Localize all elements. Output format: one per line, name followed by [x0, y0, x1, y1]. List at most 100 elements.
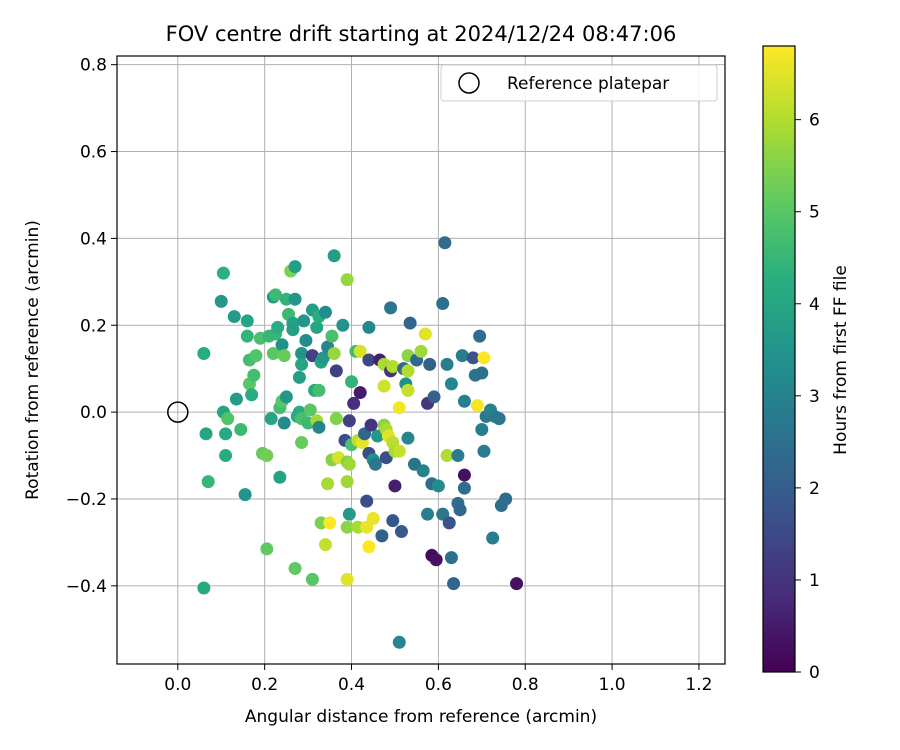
colorbar-tick-label: 4	[809, 295, 820, 315]
scatter-point	[312, 420, 326, 434]
scatter-point	[453, 503, 467, 517]
legend-box	[440, 64, 718, 102]
scatter-point	[197, 581, 211, 595]
scatter-point	[347, 396, 361, 410]
scatter-point	[240, 329, 254, 343]
scatter-point	[275, 338, 289, 352]
scatter-point	[288, 292, 302, 306]
scatter-point	[295, 436, 309, 450]
y-tick-label: 0.8	[80, 56, 107, 76]
scatter-point	[362, 353, 376, 367]
scatter-point	[392, 635, 406, 649]
scatter-point	[345, 375, 359, 389]
colorbar-tick-label: 0	[809, 663, 820, 683]
colorbar-tick-label: 3	[809, 387, 820, 407]
scatter-point	[438, 236, 452, 250]
scatter-point	[444, 551, 458, 565]
scatter-point	[340, 520, 354, 534]
scatter-point	[297, 314, 311, 328]
scatter-point	[401, 431, 415, 445]
y-tick-label: 0.2	[80, 316, 107, 336]
scatter-point	[394, 525, 408, 539]
scatter-point	[260, 542, 274, 556]
scatter-point	[340, 273, 354, 287]
scatter-point	[414, 344, 428, 358]
scatter-point	[329, 412, 343, 426]
scatter-point	[325, 329, 339, 343]
scatter-point	[429, 553, 443, 567]
colorbar-label: Hours from first FF file	[831, 265, 851, 455]
x-tick-label: 0.4	[338, 675, 365, 695]
scatter-point	[214, 294, 228, 308]
scatter-point	[510, 577, 524, 591]
scatter-point	[368, 457, 382, 471]
colorbar-ticks: 0 1 2 3 4 5 6	[795, 111, 820, 683]
scatter-points	[197, 236, 524, 649]
scatter-point	[216, 266, 230, 280]
scatter-point	[340, 475, 354, 489]
x-axis-ticks: 0.0 0.2 0.4 0.6 0.8 1.0 1.2	[164, 664, 712, 695]
scatter-point	[295, 346, 309, 360]
scatter-point	[353, 386, 367, 400]
scatter-point	[279, 390, 293, 404]
scatter-point	[271, 320, 285, 334]
scatter-point	[401, 383, 415, 397]
scatter-point	[423, 357, 437, 371]
scatter-point	[336, 318, 350, 332]
scatter-point	[316, 351, 330, 365]
scatter-point	[431, 479, 445, 493]
scatter-point	[310, 320, 324, 334]
scatter-point	[457, 394, 471, 408]
scatter-point	[234, 422, 248, 436]
x-tick-label: 1.0	[599, 675, 626, 695]
scatter-point	[288, 561, 302, 575]
y-tick-label: 0.6	[80, 143, 107, 163]
colorbar-tick-label: 5	[809, 203, 820, 223]
scatter-point	[440, 449, 454, 463]
scatter-point	[219, 449, 233, 463]
y-tick-label: −0.2	[66, 490, 107, 510]
scatter-point	[388, 479, 402, 493]
scatter-point	[427, 390, 441, 404]
scatter-point	[273, 470, 287, 484]
scatter-point	[295, 357, 309, 371]
scatter-point	[327, 249, 341, 263]
scatter-point	[470, 399, 484, 413]
scatter-point	[421, 507, 435, 521]
scatter-point	[305, 572, 319, 586]
scatter-point	[442, 516, 456, 530]
scatter-point	[362, 320, 376, 334]
scatter-point	[329, 364, 343, 378]
scatter-point	[366, 512, 380, 526]
scatter-point	[403, 316, 417, 330]
y-tick-label: 0.0	[80, 403, 107, 423]
scatter-point	[377, 379, 391, 393]
scatter-point	[240, 314, 254, 328]
scatter-point	[197, 346, 211, 360]
scatter-point	[264, 412, 278, 426]
y-tick-label: 0.4	[80, 229, 107, 249]
scatter-point	[269, 288, 283, 302]
scatter-point	[340, 572, 354, 586]
scatter-point	[362, 540, 376, 554]
scatter-point	[245, 388, 259, 402]
y-axis-ticks: −0.4 −0.2 0.0 0.2 0.4 0.6 0.8	[66, 56, 117, 597]
scatter-point	[327, 346, 341, 360]
plot-frame	[116, 55, 726, 665]
scatter-point	[353, 344, 367, 358]
scatter-point	[342, 457, 356, 471]
y-axis-label: Rotation from reference (arcmin)	[23, 220, 43, 500]
scatter-point	[249, 349, 263, 363]
scatter-point	[477, 351, 491, 365]
legend-entry-label: Reference platepar	[507, 74, 669, 94]
colorbar-tick-label: 2	[809, 479, 820, 499]
scatter-point	[292, 370, 306, 384]
scatter-point	[312, 383, 326, 397]
scatter-point	[247, 368, 261, 382]
scatter-point	[384, 301, 398, 315]
scatter-point	[392, 401, 406, 415]
scatter-point	[229, 392, 243, 406]
scatter-point	[457, 481, 471, 495]
scatter-point	[277, 416, 291, 430]
scatter-point	[416, 464, 430, 478]
